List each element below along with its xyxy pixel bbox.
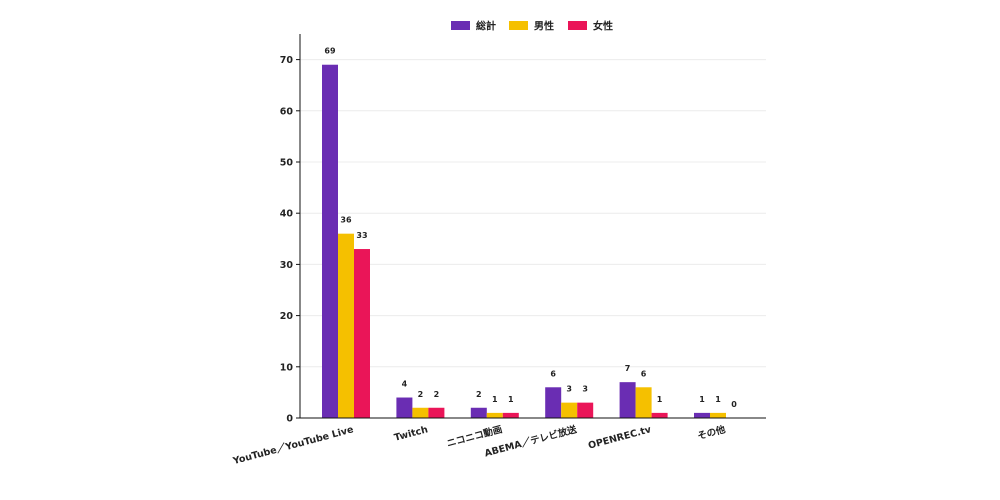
x-category-label: OPENREC.tv <box>587 424 653 452</box>
bar <box>545 387 562 418</box>
bar-value-label: 33 <box>356 231 367 240</box>
legend-swatch <box>568 21 587 30</box>
bar-value-label: 69 <box>324 47 336 56</box>
y-tick-label: 0 <box>286 414 293 425</box>
bar <box>694 412 710 418</box>
gridlines <box>300 59 766 368</box>
bar-value-label: 1 <box>715 395 721 404</box>
bar-value-label: 2 <box>476 390 482 399</box>
bar <box>412 407 429 418</box>
x-category-label: YouTube／YouTube Live <box>231 423 355 467</box>
x-category-labels: YouTube／YouTube Live Twitch ニコニコ動画ABEMA／テレ… <box>231 423 728 467</box>
bar <box>354 249 370 418</box>
bar <box>710 412 726 418</box>
bar-value-label: 4 <box>402 380 408 389</box>
bar-value-label: 3 <box>582 385 588 394</box>
bar-value-label: 3 <box>566 385 572 394</box>
y-tick-label: 60 <box>280 106 294 117</box>
bar-value-label: 36 <box>340 216 352 225</box>
legend-label: 男性 <box>534 20 554 33</box>
bars <box>322 64 726 418</box>
bar-value-label: 1 <box>699 395 705 404</box>
x-category-label: Twitch <box>393 424 429 444</box>
bar-value-label: 6 <box>550 369 556 378</box>
bar <box>561 402 578 418</box>
y-tick-labels: 0 10 20 30 40 50 60 70 <box>280 55 294 424</box>
y-tick-label: 20 <box>280 311 294 322</box>
bar-value-label: 1 <box>657 395 663 404</box>
legend-swatch <box>509 21 528 30</box>
bar <box>338 233 354 418</box>
x-category-label: その他 <box>696 423 727 442</box>
bar <box>577 402 594 418</box>
bar <box>428 407 445 418</box>
bar-value-label: 1 <box>492 395 498 404</box>
bar-value-label: 0 <box>731 400 737 409</box>
bar <box>651 412 668 418</box>
legend-label: 女性 <box>593 20 613 33</box>
y-tick-label: 30 <box>280 260 294 271</box>
bar-value-label: 6 <box>641 369 647 378</box>
y-tick-label: 70 <box>280 55 294 66</box>
bar <box>486 412 503 418</box>
legend-label: 総計 <box>476 20 496 33</box>
bar <box>322 64 338 418</box>
legend: 総計 男性 女性 <box>451 20 613 33</box>
bar-value-label: 7 <box>625 364 631 373</box>
y-tick-label: 10 <box>280 362 294 373</box>
bar <box>619 382 636 418</box>
axes <box>296 34 766 419</box>
bar-value-label: 1 <box>508 395 514 404</box>
y-tick-label: 50 <box>280 158 294 169</box>
bar <box>635 387 652 418</box>
bar <box>470 407 487 418</box>
bar-value-label: 2 <box>418 390 424 399</box>
bar <box>502 412 519 418</box>
bar <box>396 397 413 418</box>
bar-value-label: 2 <box>434 390 440 399</box>
legend-swatch <box>451 21 470 30</box>
y-tick-label: 40 <box>280 209 294 220</box>
